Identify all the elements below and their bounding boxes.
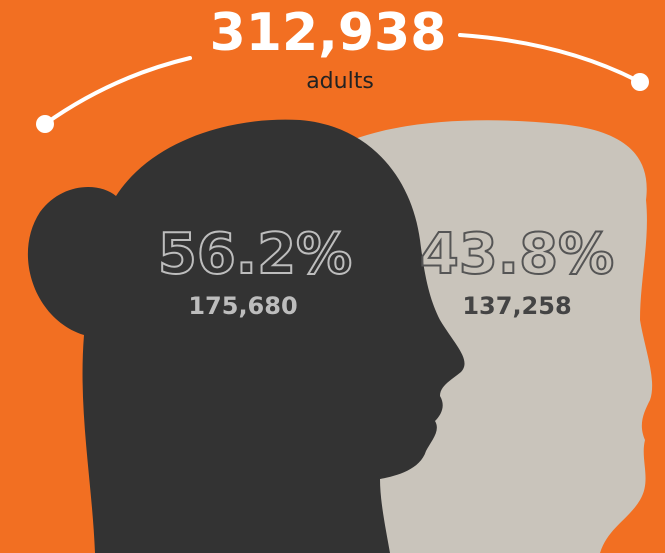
total-label: adults [306,69,374,94]
count: 175,680 [188,292,297,320]
female-silhouette [27,119,465,553]
percent: 43.8% [420,222,614,287]
count: 137,258 [462,292,571,320]
total-value: 312,938 [210,3,447,63]
arc-left [43,56,192,126]
percent: 56.2% [158,222,352,287]
arc-dot [36,115,54,133]
arc-dot [631,73,649,91]
arc-right [458,33,642,84]
